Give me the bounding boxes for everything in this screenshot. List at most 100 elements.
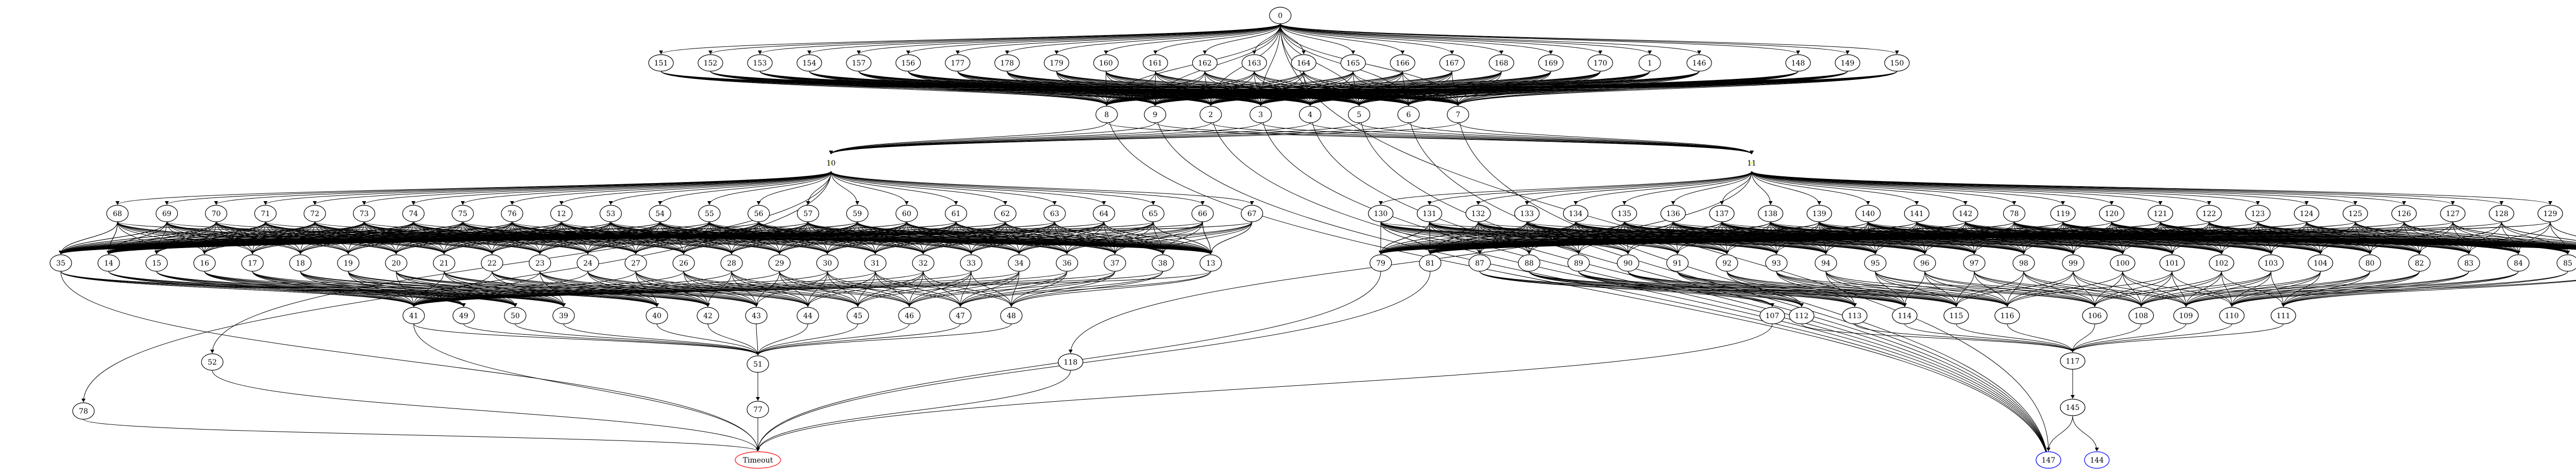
edge-121-100 — [2122, 221, 2161, 255]
edge-70-35 — [60, 221, 216, 255]
node-51: 51 — [747, 355, 769, 373]
node-label: 77 — [753, 406, 762, 414]
node-130: 130 — [1368, 205, 1394, 222]
node-shape — [1241, 205, 1263, 222]
edge-arrowhead — [1054, 51, 1059, 54]
node-103: 103 — [2258, 254, 2284, 272]
node-62: 62 — [994, 205, 1016, 222]
edge-31-47 — [875, 271, 961, 307]
edge-81-Timeout — [757, 271, 1431, 452]
edge-83-109 — [2185, 271, 2469, 307]
node-shape — [2003, 205, 2026, 222]
edge-154-8 — [809, 71, 1107, 106]
node-148: 148 — [1785, 54, 1811, 72]
node-label: 99 — [2069, 259, 2078, 268]
node-label: 162 — [1198, 59, 1212, 68]
edge-4-11 — [1310, 122, 1752, 155]
edge-72-35 — [60, 221, 315, 255]
edge-137-79 — [1380, 221, 1722, 255]
edge-35-Timeout — [60, 271, 758, 452]
node-shape — [1842, 307, 1868, 324]
node-26: 26 — [672, 254, 695, 272]
edge-127-82 — [2419, 221, 2453, 255]
edge-arrowhead — [825, 251, 829, 254]
edge-14-41 — [108, 271, 414, 307]
node-shape — [960, 254, 982, 272]
node-shape — [1104, 254, 1126, 272]
node-label: 131 — [1422, 210, 1436, 218]
node-shape — [768, 254, 791, 272]
edge-5-11 — [1359, 122, 1752, 155]
edge-arrowhead — [1845, 51, 1850, 54]
edge-21-41 — [413, 271, 445, 307]
node-shape — [735, 451, 781, 469]
node-shape — [1369, 254, 1392, 272]
node-shape — [1095, 106, 1118, 123]
edge-165-8 — [1106, 71, 1353, 106]
edge-166-8 — [1106, 71, 1403, 106]
edge-33-48 — [971, 271, 1012, 307]
node-shape — [1008, 254, 1030, 272]
node-84: 84 — [2507, 254, 2530, 272]
node-151: 151 — [648, 54, 674, 72]
node-label: 126 — [2397, 210, 2411, 218]
node-68: 68 — [106, 205, 129, 222]
edge-15-41 — [156, 271, 414, 307]
node-label: 101 — [2165, 259, 2179, 268]
edge-67-13 — [1210, 221, 1252, 255]
edge-11-135 — [1624, 171, 1752, 205]
node-label: 142 — [1959, 210, 1973, 218]
edge-11-124 — [1751, 171, 2307, 205]
node-shape — [1447, 106, 1469, 123]
node-shape — [994, 54, 1020, 72]
edge-0-170 — [1280, 23, 1601, 55]
node-label: 21 — [439, 259, 449, 268]
node-label: 92 — [1722, 259, 1732, 268]
edge-10-12 — [561, 171, 832, 205]
node-shape — [1963, 254, 1986, 272]
node-label: 75 — [458, 210, 467, 218]
node-label: 169 — [1544, 59, 1558, 68]
node-124: 124 — [2294, 205, 2319, 222]
node-shape — [1709, 205, 1735, 222]
node-55: 55 — [698, 205, 721, 222]
edge-103-108 — [2141, 271, 2272, 307]
edge-arrowhead — [59, 251, 63, 254]
edge-arrowhead — [2281, 303, 2285, 307]
edge-122-100 — [2122, 221, 2210, 255]
node-17: 17 — [241, 254, 264, 272]
node-131: 131 — [1416, 205, 1443, 222]
edge-arrowhead — [907, 303, 911, 307]
node-shape — [895, 54, 921, 72]
node-5: 5 — [1348, 106, 1370, 123]
node-shape — [1465, 205, 1491, 222]
edge-13-41 — [413, 271, 1211, 307]
node-label: 116 — [2001, 312, 2014, 320]
edge-arrowhead — [1105, 102, 1109, 106]
edge-34-45 — [857, 271, 1020, 307]
node-label: 154 — [803, 59, 817, 68]
edge-11-134 — [1575, 171, 1752, 205]
node-106: 106 — [2082, 307, 2108, 324]
edge-arrowhead — [1153, 51, 1158, 54]
node-label: 85 — [2563, 259, 2572, 268]
node-53: 53 — [599, 205, 622, 222]
node-label: 139 — [1812, 210, 1826, 218]
node-label: 46 — [905, 312, 914, 320]
node-label: 168 — [1495, 59, 1509, 68]
node-label: 50 — [511, 312, 520, 320]
node-label: 107 — [1766, 312, 1780, 320]
node-shape — [945, 54, 971, 72]
node-label: 129 — [2544, 210, 2557, 218]
node-label: 6 — [1406, 111, 1411, 119]
edge-11-133 — [1527, 171, 1752, 205]
edge-63-30 — [827, 221, 1055, 255]
node-label: 97 — [1970, 259, 1979, 268]
node-label: 122 — [2202, 210, 2216, 218]
node-label: 167 — [1445, 59, 1459, 68]
edge-11-78b — [1751, 171, 2015, 205]
edge-arrowhead — [442, 251, 446, 254]
edge-31-44 — [807, 271, 876, 307]
edge-0-157 — [858, 23, 1281, 55]
